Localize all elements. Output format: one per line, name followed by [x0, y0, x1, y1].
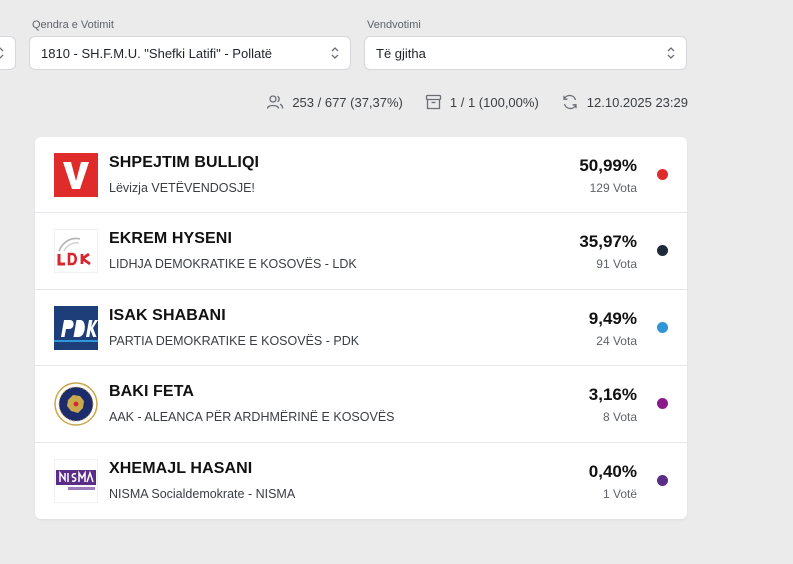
vote-percent: 50,99% [579, 156, 637, 175]
stations-stat: 1 / 1 (100,00%) [425, 94, 539, 110]
chevron-updown-icon [331, 47, 339, 59]
party-color-dot [657, 169, 668, 180]
vote-count: 1 Votë [602, 486, 637, 501]
candidate-name: EKREM HYSENI [109, 230, 232, 248]
party-name: AAK - ALEANCA PËR ARDHMËRINË E KOSOVËS [109, 410, 395, 425]
turnout-value: 253 / 677 (37,37%) [292, 94, 403, 110]
vote-count: 24 Vota [596, 333, 637, 348]
vote-percent: 35,97% [579, 232, 637, 252]
polling-center-label: Qendra e Votimit [32, 19, 114, 31]
updated-stat: 12.10.2025 23:29 [561, 94, 688, 110]
candidate-name: XHEMAJL HASANI [109, 459, 253, 477]
result-row[interactable]: BAKI FETA AAK - ALEANCA PËR ARDHMËRINË E… [35, 366, 687, 443]
polling-center-value: 1810 - SH.F.M.U. "Shefki Latifi" - Polla… [41, 45, 273, 61]
vote-percent: 3,16% [588, 385, 637, 405]
party-color-dot [657, 321, 668, 333]
users-icon [267, 95, 284, 109]
party-name: NISMA Socialdemokrate - NISMA [109, 486, 296, 501]
candidate-name: ISAK SHABANI [109, 306, 226, 324]
updated-value: 12.10.2025 23:29 [586, 94, 688, 110]
vote-percent: 0,40% [588, 461, 637, 481]
stats-bar: 253 / 677 (37,37%) 1 / 1 (100,00%) 12.10… [244, 94, 688, 110]
chevron-updown-icon [0, 47, 4, 59]
result-row[interactable]: ISAK SHABANI PARTIA DEMOKRATIKE E KOSOVË… [35, 290, 687, 367]
turnout-stat: 253 / 677 (37,37%) [266, 94, 403, 110]
nisma-logo [54, 458, 98, 503]
party-color-dot [657, 245, 668, 257]
results-card: SHPEJTIM BULLIQI Lëvizja VETËVENDOSJE! 5… [35, 137, 687, 519]
candidate-name: SHPEJTIM BULLIQI [109, 154, 260, 171]
party-color-dot [657, 474, 668, 486]
result-row[interactable]: SHPEJTIM BULLIQI Lëvizja VETËVENDOSJE! 5… [35, 137, 687, 214]
polling-center-select[interactable]: 1810 - SH.F.M.U. "Shefki Latifi" - Polla… [29, 36, 351, 70]
polling-station-value: Të gjitha [376, 45, 426, 61]
polling-station-select[interactable]: Të gjitha [364, 36, 687, 70]
party-name: LIDHJA DEMOKRATIKE E KOSOVËS - LDK [109, 257, 357, 272]
candidate-name: BAKI FETA [109, 383, 195, 401]
refresh-icon[interactable] [561, 94, 579, 110]
stations-value: 1 / 1 (100,00%) [449, 94, 539, 110]
municipality-select[interactable] [0, 36, 16, 70]
pdk-logo [54, 305, 98, 350]
vote-count: 129 Vota [589, 181, 637, 195]
party-color-dot [657, 398, 668, 410]
result-row[interactable]: XHEMAJL HASANI NISMA Socialdemokrate - N… [35, 443, 687, 519]
chevron-updown-icon [667, 47, 675, 59]
vote-count: 91 Vota [596, 257, 637, 272]
filters-bar: Qendra e Votimit 1810 - SH.F.M.U. "Shefk… [0, 0, 793, 80]
party-name: Lëvizja VETËVENDOSJE! [109, 181, 255, 195]
aak-logo [54, 382, 98, 426]
result-row[interactable]: EKREM HYSENI LIDHJA DEMOKRATIKE E KOSOVË… [35, 213, 687, 290]
ballot-box-icon [425, 94, 442, 110]
polling-station-label: Vendvotimi [367, 19, 421, 31]
vote-percent: 9,49% [588, 308, 637, 328]
vetevendosje-logo [54, 153, 98, 197]
vote-count: 8 Vota [602, 410, 637, 425]
party-name: PARTIA DEMOKRATIKE E KOSOVËS - PDK [109, 333, 360, 348]
ldk-logo [54, 229, 98, 274]
